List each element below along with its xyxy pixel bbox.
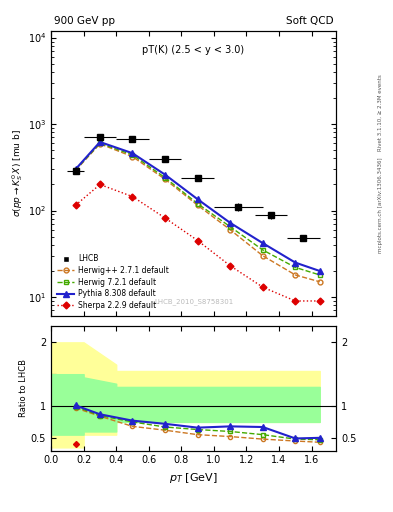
Pythia 8.308 default <box>73 166 78 173</box>
Pythia 8.308 default <box>293 260 298 266</box>
Y-axis label: $\sigma(pp{\rightarrow}K^0_S\,X)$ [mu b]: $\sigma(pp{\rightarrow}K^0_S\,X)$ [mu b] <box>10 130 25 218</box>
Herwig 7.2.1 default <box>261 247 265 253</box>
Herwig++ 2.7.1 default <box>163 176 167 182</box>
Text: Soft QCD: Soft QCD <box>286 16 333 27</box>
Pythia 8.308 default <box>195 196 200 202</box>
Herwig 7.2.1 default <box>73 167 78 173</box>
Herwig++ 2.7.1 default <box>130 154 135 160</box>
Herwig 7.2.1 default <box>130 152 135 158</box>
Herwig++ 2.7.1 default <box>261 253 265 259</box>
Sherpa 2.2.9 default <box>163 215 167 221</box>
Herwig++ 2.7.1 default <box>73 167 78 174</box>
Line: Herwig++ 2.7.1 default: Herwig++ 2.7.1 default <box>73 141 322 284</box>
Herwig 7.2.1 default <box>97 140 102 146</box>
Herwig 7.2.1 default <box>163 175 167 181</box>
Herwig++ 2.7.1 default <box>97 141 102 147</box>
Pythia 8.308 default <box>163 172 167 178</box>
Pythia 8.308 default <box>97 139 102 145</box>
Sherpa 2.2.9 default <box>318 298 322 304</box>
Text: pT(K) (2.5 < y < 3.0): pT(K) (2.5 < y < 3.0) <box>143 45 244 55</box>
Sherpa 2.2.9 default <box>228 263 233 269</box>
Text: Rivet 3.1.10, ≥ 2.3M events: Rivet 3.1.10, ≥ 2.3M events <box>378 74 383 151</box>
Sherpa 2.2.9 default <box>195 238 200 244</box>
Sherpa 2.2.9 default <box>73 202 78 208</box>
Sherpa 2.2.9 default <box>293 298 298 304</box>
Pythia 8.308 default <box>318 268 322 274</box>
Herwig 7.2.1 default <box>318 272 322 278</box>
Text: LHCB_2010_S8758301: LHCB_2010_S8758301 <box>154 298 233 305</box>
Pythia 8.308 default <box>130 150 135 156</box>
Herwig 7.2.1 default <box>293 264 298 270</box>
Herwig++ 2.7.1 default <box>195 202 200 208</box>
Text: mcplots.cern.ch [arXiv:1306.3436]: mcplots.cern.ch [arXiv:1306.3436] <box>378 157 383 252</box>
Herwig++ 2.7.1 default <box>318 279 322 285</box>
Y-axis label: Ratio to LHCB: Ratio to LHCB <box>19 359 28 417</box>
Pythia 8.308 default <box>261 240 265 246</box>
Sherpa 2.2.9 default <box>97 181 102 187</box>
Herwig 7.2.1 default <box>228 224 233 230</box>
Line: Sherpa 2.2.9 default: Sherpa 2.2.9 default <box>73 182 322 304</box>
Herwig 7.2.1 default <box>195 201 200 207</box>
Herwig++ 2.7.1 default <box>228 227 233 233</box>
Sherpa 2.2.9 default <box>261 284 265 290</box>
Herwig++ 2.7.1 default <box>293 272 298 278</box>
Legend: LHCB, Herwig++ 2.7.1 default, Herwig 7.2.1 default, Pythia 8.308 default, Sherpa: LHCB, Herwig++ 2.7.1 default, Herwig 7.2… <box>55 252 171 312</box>
X-axis label: $p_T$ [GeV]: $p_T$ [GeV] <box>169 471 218 485</box>
Line: Pythia 8.308 default: Pythia 8.308 default <box>72 139 323 274</box>
Pythia 8.308 default <box>228 220 233 226</box>
Line: Herwig 7.2.1 default: Herwig 7.2.1 default <box>73 141 322 278</box>
Sherpa 2.2.9 default <box>130 194 135 200</box>
Text: 900 GeV pp: 900 GeV pp <box>54 16 115 27</box>
